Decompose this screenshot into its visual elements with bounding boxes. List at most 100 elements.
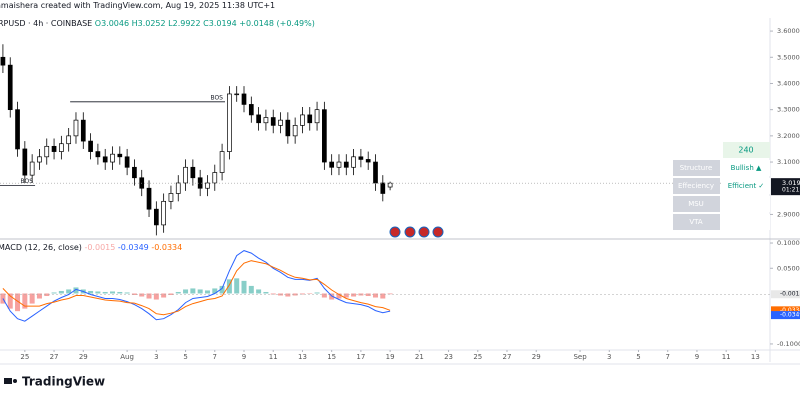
candle-body (278, 119, 283, 126)
y-tick-label: 3.5000 (777, 53, 800, 61)
candle-body (373, 161, 378, 184)
candle-body (358, 156, 364, 160)
macd-histogram-bar (197, 289, 203, 294)
table-value-cell (723, 160, 770, 176)
x-tick-label: 13 (751, 353, 760, 361)
macd-histogram-bar (373, 293, 379, 298)
y-tick-label: 3.2000 (777, 132, 800, 140)
candle-body (117, 153, 123, 158)
y-tick-label: 0.0500 (777, 264, 800, 272)
flags (389, 226, 444, 238)
table-label-cell (673, 196, 720, 212)
candle-body (0, 56, 6, 66)
table-value: Bullish ▲ (731, 164, 762, 172)
candle-body (168, 193, 174, 202)
flag-icon (389, 226, 401, 238)
x-tick-label: 3 (154, 353, 158, 361)
candle-body (15, 109, 20, 150)
macd-histogram-bar (36, 293, 42, 299)
table-label: VTA (689, 218, 703, 226)
candle-body (307, 114, 313, 124)
x-tick-label: 23 (444, 353, 453, 361)
macd-value: -0.0349 (117, 243, 149, 252)
macd-histogram-bar (161, 293, 167, 298)
candle-body (110, 153, 115, 163)
candle-body (175, 182, 181, 194)
candle-body (227, 93, 232, 152)
macd-histogram-bar (110, 291, 116, 294)
candle-body (190, 166, 196, 179)
macd-histogram-bar (343, 293, 349, 298)
x-tick-label: 9 (695, 353, 699, 361)
macd-histogram-bar (351, 293, 357, 297)
x-tick-label: 17 (356, 353, 365, 361)
candle-body (124, 156, 130, 168)
candle-body (314, 109, 320, 124)
candle-body (51, 145, 57, 152)
table-label-cell (673, 214, 720, 230)
y-tick-label: 0.1000 (777, 239, 800, 247)
macd-histogram-bar (299, 293, 305, 295)
candle-body (132, 166, 137, 179)
macd-histogram-bar (88, 290, 94, 294)
candle-body (322, 109, 327, 163)
x-tick-label: 7 (665, 353, 669, 361)
candle-body (285, 119, 291, 137)
last-price-label: 3.0194 (782, 179, 800, 187)
candle-body (380, 182, 386, 194)
candle-body (292, 125, 298, 137)
candle-body (387, 182, 393, 188)
candle-body (88, 140, 93, 152)
candle-body (219, 151, 225, 173)
logo-mark (13, 379, 17, 383)
candle-body (205, 182, 210, 189)
macd-histogram-bar (190, 288, 196, 294)
candle-body (80, 119, 86, 142)
bos-label: BOS (210, 94, 223, 101)
macd-value-box (771, 306, 800, 315)
table-header: 240 (738, 146, 753, 155)
flag-icon (404, 226, 416, 238)
macd-line (2, 260, 391, 316)
candle-body (300, 114, 305, 126)
symbol: RPUSD · 4h · COINBASE (0, 19, 93, 28)
macd-histogram-bar (263, 291, 269, 294)
candle-body (212, 172, 218, 184)
x-tick-label: 19 (386, 353, 395, 361)
x-tick-label: 27 (503, 353, 512, 361)
table-header-cell (723, 142, 770, 158)
x-tick-label: 25 (20, 353, 29, 361)
candle-body (241, 93, 247, 105)
x-tick-label: Aug (120, 353, 134, 361)
candle-body (95, 151, 101, 158)
macd-histogram-bar (7, 293, 13, 309)
macd-histogram-bar (321, 293, 327, 298)
candle-body (365, 159, 371, 163)
macd-histogram-bar (58, 290, 64, 294)
flag-icon (432, 226, 444, 238)
x-tick-label: 15 (327, 353, 336, 361)
countdown-label: 01:21:53 (782, 187, 800, 194)
macd-histogram-bar (44, 293, 50, 297)
candle-body (248, 104, 254, 116)
candle-body (263, 117, 269, 124)
candle-body (22, 148, 28, 176)
macd-histogram-bar (234, 278, 240, 294)
macd-histogram-bar (102, 291, 108, 294)
macd-title: MACD (12, 26, close) (0, 243, 82, 252)
macd-histogram-bar (139, 293, 145, 297)
macd-value-box (771, 311, 800, 320)
candle-body (44, 145, 50, 158)
macd-histogram-bar (15, 293, 21, 312)
candle-body (153, 208, 159, 226)
y-tick-label: 3.3000 (777, 106, 800, 114)
macd-histogram-bar (380, 293, 386, 299)
table-label: Structure (680, 164, 713, 172)
macd-histogram-bar (168, 293, 174, 295)
table-label: MSU (688, 200, 704, 208)
candle-body (29, 161, 35, 176)
macd-histogram-bar (146, 293, 152, 299)
macd-histogram-bar (307, 293, 313, 294)
macd-histogram-bar (204, 290, 210, 294)
